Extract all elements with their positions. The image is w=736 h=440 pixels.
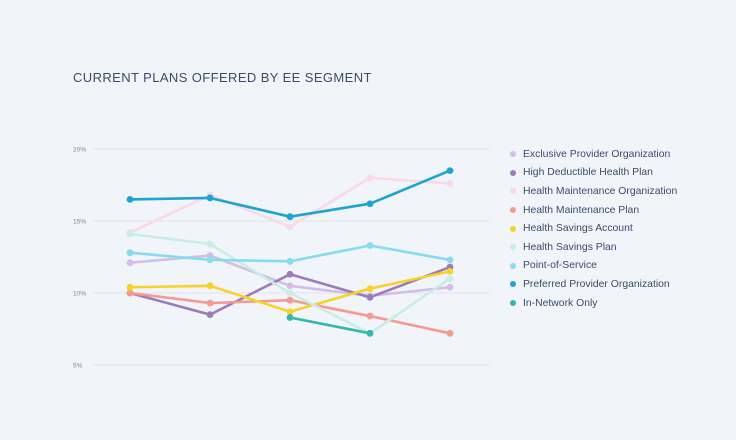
- data-point: [206, 240, 214, 248]
- legend-dot-icon: [510, 225, 516, 232]
- legend-label: Point-of-Service: [523, 260, 597, 272]
- legend-label: Health Maintenance Organization: [523, 185, 678, 197]
- legend-item: Preferred Provider Organization: [510, 275, 677, 294]
- legend-dot-icon: [510, 169, 516, 176]
- series-points: [126, 167, 454, 337]
- legend-item: Health Savings Plan: [510, 238, 677, 257]
- legend-dot-icon: [510, 207, 516, 214]
- grid: 20% 15% 10% 5%: [73, 147, 490, 370]
- legend-dot-icon: [510, 244, 516, 251]
- legend-dot-icon: [510, 151, 516, 158]
- data-point: [286, 308, 294, 316]
- legend-label: Preferred Provider Organization: [523, 278, 670, 290]
- data-point: [206, 282, 214, 290]
- legend-label: High Deductible Health Plan: [523, 167, 653, 179]
- legend-dot-icon: [510, 188, 516, 195]
- legend-item: Health Savings Account: [510, 219, 677, 238]
- data-point: [126, 259, 134, 267]
- legend-label: Health Savings Plan: [523, 241, 617, 253]
- data-point: [446, 167, 454, 175]
- data-point: [366, 174, 374, 182]
- chart-title: CURRENT PLANS OFFERED BY EE SEGMENT: [73, 70, 372, 85]
- data-point: [286, 289, 294, 297]
- legend-item: In-Network Only: [510, 294, 677, 313]
- legend-item: Exclusive Provider Organization: [510, 145, 677, 164]
- data-point: [126, 289, 134, 297]
- legend-label: Health Maintenance Plan: [523, 204, 640, 216]
- legend-label: Health Savings Account: [523, 223, 633, 235]
- data-point: [286, 282, 294, 290]
- legend-dot-icon: [510, 262, 516, 269]
- data-point: [286, 257, 294, 265]
- data-point: [126, 249, 134, 257]
- data-point: [446, 283, 454, 291]
- legend-item: Point-of-Service: [510, 257, 677, 276]
- y-tick-label: 10%: [73, 291, 86, 298]
- data-point: [126, 230, 134, 238]
- data-point: [446, 268, 454, 275]
- data-point: [286, 270, 294, 278]
- data-point: [126, 283, 134, 291]
- y-tick-label: 5%: [73, 363, 83, 370]
- legend-item: Health Maintenance Organization: [510, 182, 677, 201]
- data-point: [366, 285, 374, 293]
- series-line-9: [288, 316, 372, 335]
- data-point: [286, 223, 294, 231]
- data-point: [286, 314, 294, 321]
- data-point: [446, 256, 454, 264]
- data-point: [126, 196, 134, 203]
- data-point: [366, 242, 374, 249]
- legend-label: Exclusive Provider Organization: [523, 148, 671, 160]
- data-point: [286, 296, 294, 304]
- data-point: [206, 256, 214, 264]
- data-point: [446, 275, 454, 282]
- data-point: [366, 293, 374, 301]
- legend-label: In-Network Only: [523, 297, 598, 309]
- data-point: [446, 329, 454, 337]
- legend: Exclusive Provider Organization High Dedu…: [510, 145, 677, 312]
- legend-item: High Deductible Health Plan: [510, 164, 677, 183]
- data-point: [366, 200, 374, 208]
- data-point: [366, 329, 374, 337]
- legend-dot-icon: [510, 281, 516, 288]
- y-tick-label: 15%: [73, 219, 86, 226]
- legend-item: Health Maintenance Plan: [510, 201, 677, 220]
- legend-dot-icon: [510, 300, 516, 307]
- data-point: [206, 194, 214, 202]
- data-point: [286, 213, 294, 221]
- data-point: [446, 180, 454, 187]
- data-point: [366, 312, 374, 320]
- data-point: [206, 311, 214, 318]
- data-point: [206, 299, 214, 307]
- y-tick-label: 20%: [73, 147, 86, 154]
